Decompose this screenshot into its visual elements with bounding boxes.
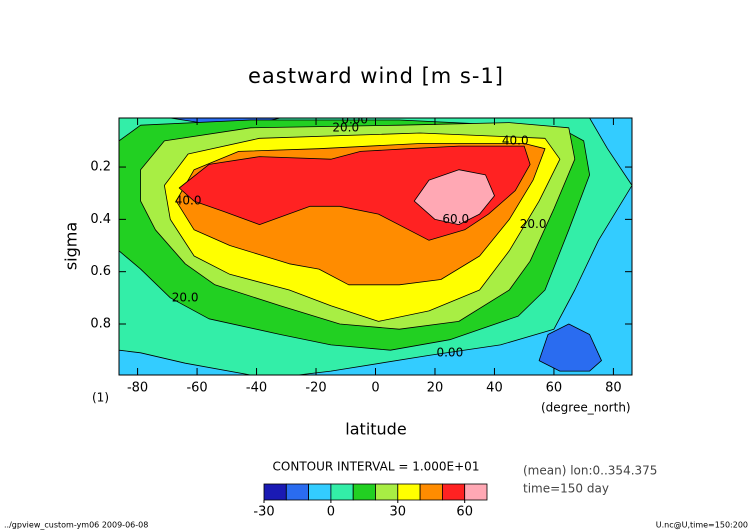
info: time=150 day <box>523 482 609 496</box>
contour-label: 20.0 <box>332 120 359 134</box>
contour-region <box>413 169 495 226</box>
y-tick-label: 0.6 <box>90 264 111 279</box>
colorbar-label: -30 <box>253 505 274 520</box>
x-tick-label: -20 <box>305 381 326 396</box>
y-tick-label: 0.4 <box>90 212 111 227</box>
colorbar-label: 60 <box>456 505 473 520</box>
y-tick-label: 0.2 <box>90 160 111 175</box>
y-unit: (1) <box>92 391 109 405</box>
x-tick-label: -80 <box>127 381 148 396</box>
contour-label: 40.0 <box>175 194 202 208</box>
x-tick-label: 80 <box>605 381 622 396</box>
colorbar-box <box>330 483 354 501</box>
contour-label: 60.0 <box>442 212 469 226</box>
colorbar-box <box>419 483 443 501</box>
contour-label: 40.0 <box>502 133 529 147</box>
info: (mean) lon:0..354.375 <box>523 464 657 478</box>
footer: U.nc@U,time=150:200 <box>656 521 748 530</box>
colorbar-box <box>308 483 332 501</box>
x-tick-label: 40 <box>486 381 503 396</box>
x-unit: (degree_north) <box>541 401 631 415</box>
colorbar-box <box>464 483 488 501</box>
x-axis-label: latitude <box>345 420 406 439</box>
y-tick-label: 0.8 <box>90 316 111 331</box>
contour-label: 20.0 <box>520 217 547 231</box>
colorbar-box <box>441 483 466 501</box>
contour-region <box>538 323 602 372</box>
colorbar-box <box>285 483 309 501</box>
colorbar-box <box>263 483 287 501</box>
contour-label: 0.00 <box>341 112 368 126</box>
colorbar-box <box>352 483 376 501</box>
contour-note: CONTOUR INTERVAL = 1.000E+01 <box>273 460 480 474</box>
x-tick-label: 20 <box>427 381 444 396</box>
contour-label: 0.00 <box>436 345 463 359</box>
chart-title: eastward wind [m s-1] <box>248 64 504 88</box>
colorbar-box <box>397 483 421 501</box>
y-axis-label: sigma <box>62 222 81 270</box>
colorbar-label: 0 <box>327 505 335 520</box>
colorbar-label: 30 <box>390 505 407 520</box>
contour-label: 20.0 <box>172 290 199 304</box>
colorbar-box <box>375 483 399 501</box>
x-tick-label: -60 <box>186 381 207 396</box>
x-tick-label: 0 <box>371 381 379 396</box>
footer: ../gpview_custom-ym06 2009-06-08 <box>4 521 148 530</box>
x-tick-label: 60 <box>546 381 563 396</box>
x-tick-label: -40 <box>246 381 267 396</box>
